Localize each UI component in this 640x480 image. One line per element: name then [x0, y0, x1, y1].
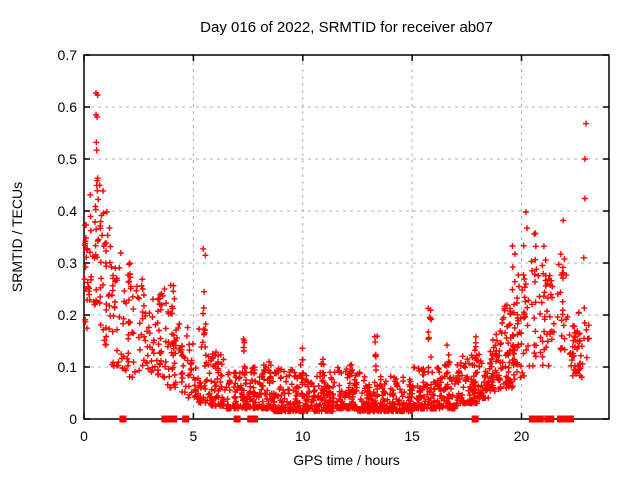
x-tick-label: 5 [189, 428, 198, 444]
chart-title: Day 016 of 2022, SRMTID for receiver ab0… [200, 19, 493, 36]
y-tick-label: 0.4 [57, 203, 77, 219]
x-tick-label: 15 [404, 428, 420, 444]
x-tick-label: 20 [513, 428, 530, 444]
y-tick-label: 0.3 [57, 255, 77, 271]
y-tick-label: 0.1 [57, 359, 77, 375]
x-tick-label: 10 [294, 428, 311, 444]
y-tick-label: 0.2 [57, 307, 77, 323]
y-tick-label: 0.6 [57, 99, 77, 115]
x-tick-label: 0 [80, 428, 88, 444]
y-tick-label: 0 [69, 411, 77, 427]
x-axis-label: GPS time / hours [293, 452, 400, 468]
y-tick-label: 0.7 [57, 47, 77, 63]
y-tick-label: 0.5 [57, 151, 77, 167]
